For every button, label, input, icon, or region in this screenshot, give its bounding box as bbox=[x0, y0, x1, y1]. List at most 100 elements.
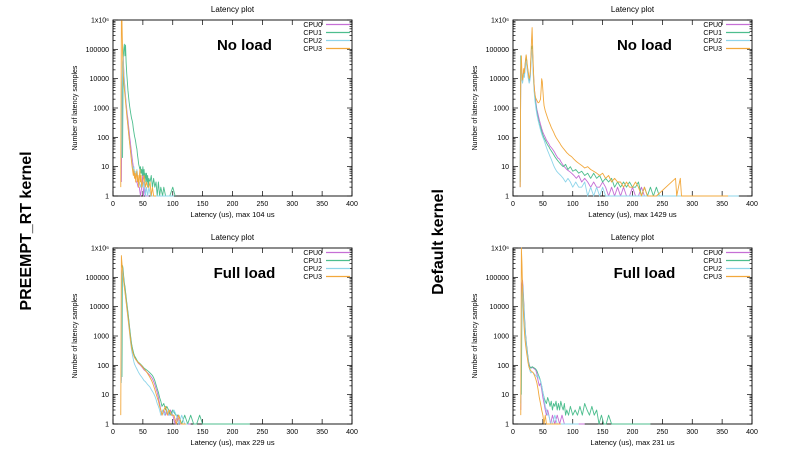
series-line-cpu2 bbox=[520, 285, 579, 425]
x-tick-label: 250 bbox=[257, 429, 269, 436]
x-tick-label: 0 bbox=[511, 201, 515, 208]
y-tick-label: 10 bbox=[501, 164, 509, 171]
y-tick-label: 1000 bbox=[93, 106, 109, 113]
x-tick-label: 400 bbox=[346, 201, 358, 208]
x-tick-label: 300 bbox=[686, 429, 698, 436]
x-tick-label: 300 bbox=[686, 201, 698, 208]
y-tick-label: 1x10⁶ bbox=[91, 246, 109, 253]
x-tick-label: 200 bbox=[227, 429, 239, 436]
x-tick-label: 100 bbox=[567, 429, 579, 436]
y-tick-label: 100 bbox=[97, 363, 109, 370]
x-tick-label: 200 bbox=[627, 429, 639, 436]
series-line-cpu2 bbox=[519, 48, 739, 197]
series-line-cpu3 bbox=[520, 247, 561, 425]
load-annotation: No load bbox=[617, 37, 672, 54]
legend-label-cpu0: CPU0 bbox=[303, 22, 322, 29]
series-line-cpu3 bbox=[519, 27, 729, 197]
chart-preempt-rt-no-load: 1 10 100 1000 10000 100000 1x10⁶ 0 50 100 150 200 25… bbox=[68, 2, 360, 222]
y-tick-label: 10000 bbox=[90, 304, 110, 311]
x-tick-label: 150 bbox=[197, 429, 209, 436]
x-tick-label: 150 bbox=[197, 201, 209, 208]
plot-svg-preempt-rt-no-load: 1 10 100 1000 10000 100000 1x10⁶ 0 50 100 150 200 25… bbox=[72, 5, 358, 219]
y-tick-label: 100000 bbox=[486, 47, 509, 54]
y-tick-label: 10000 bbox=[90, 76, 110, 83]
x-tick-label: 50 bbox=[539, 201, 547, 208]
y-tick-label: 100 bbox=[97, 135, 109, 142]
chart-default-no-load: 1 10 100 1000 10000 100000 1x10⁶ 0 50 100 150 200 25… bbox=[468, 2, 760, 222]
legend-label-cpu2: CPU2 bbox=[303, 38, 322, 45]
legend-label-cpu3: CPU3 bbox=[303, 274, 322, 281]
y-axis-label: Number of latency samples bbox=[472, 293, 479, 378]
row-label-default-kernel: Default kernel bbox=[430, 189, 447, 295]
legend-label-cpu1: CPU1 bbox=[703, 30, 722, 37]
x-tick-label: 0 bbox=[111, 429, 115, 436]
x-tick-label: 150 bbox=[597, 201, 609, 208]
x-tick-label: 200 bbox=[627, 201, 639, 208]
series-line-cpu0 bbox=[519, 46, 663, 197]
y-tick-label: 10 bbox=[101, 392, 109, 399]
plot-svg-default-no-load: 1 10 100 1000 10000 100000 1x10⁶ 0 50 100 150 200 25… bbox=[472, 5, 758, 219]
y-tick-label: 1 bbox=[105, 422, 109, 429]
chart-title: Latency plot bbox=[211, 5, 255, 14]
x-tick-label: 100 bbox=[567, 201, 579, 208]
row-label-preempt-rt-kernel: PREEMPT_RT kernel bbox=[18, 151, 35, 311]
y-tick-label: 1 bbox=[105, 194, 109, 201]
y-tick-label: 10 bbox=[501, 392, 509, 399]
plot-svg-preempt-rt-full-load: 1 10 100 1000 10000 100000 1x10⁶ 0 50 100 150 200 25… bbox=[72, 233, 358, 447]
series-line-cpu3 bbox=[120, 255, 186, 425]
x-tick-label: 50 bbox=[539, 429, 547, 436]
plot-svg-default-full-load: 1 10 100 1000 10000 100000 1x10⁶ 0 50 100 150 200 25… bbox=[472, 233, 758, 447]
y-tick-label: 1 bbox=[505, 194, 509, 201]
legend-label-cpu0: CPU0 bbox=[703, 250, 722, 257]
y-axis-label: Number of latency samples bbox=[72, 65, 79, 150]
legend-label-cpu3: CPU3 bbox=[703, 274, 722, 281]
legend-label-cpu1: CPU1 bbox=[703, 258, 722, 265]
x-tick-label: 350 bbox=[316, 201, 328, 208]
x-tick-label: 300 bbox=[286, 201, 298, 208]
axis-ticks bbox=[112, 247, 353, 425]
chart-title: Latency plot bbox=[211, 233, 255, 242]
y-axis-label: Number of latency samples bbox=[472, 65, 479, 150]
axis-ticks bbox=[112, 19, 353, 197]
chart-title: Latency plot bbox=[611, 233, 655, 242]
y-tick-label: 1 bbox=[505, 422, 509, 429]
series-line-cpu0 bbox=[520, 279, 585, 425]
x-tick-label: 350 bbox=[716, 201, 728, 208]
legend-label-cpu3: CPU3 bbox=[703, 46, 722, 53]
y-tick-label: 1x10⁶ bbox=[91, 18, 109, 25]
x-tick-label: 250 bbox=[657, 429, 669, 436]
x-tick-label: 50 bbox=[139, 429, 147, 436]
y-axis-label: Number of latency samples bbox=[72, 293, 79, 378]
legend-label-cpu2: CPU2 bbox=[703, 38, 722, 45]
legend-label-cpu3: CPU3 bbox=[303, 46, 322, 53]
x-tick-label: 400 bbox=[746, 201, 758, 208]
legend-label-cpu2: CPU2 bbox=[703, 266, 722, 273]
axis-ticks bbox=[512, 19, 753, 197]
x-tick-label: 0 bbox=[511, 429, 515, 436]
x-tick-label: 250 bbox=[257, 201, 269, 208]
load-annotation: No load bbox=[217, 37, 272, 54]
y-tick-label: 1x10⁶ bbox=[491, 18, 509, 25]
x-tick-label: 200 bbox=[227, 201, 239, 208]
y-tick-label: 1000 bbox=[493, 106, 509, 113]
y-tick-label: 100000 bbox=[86, 47, 109, 54]
series-line-cpu1 bbox=[121, 265, 250, 425]
y-tick-label: 100 bbox=[497, 363, 509, 370]
axis-ticks bbox=[512, 247, 753, 425]
load-annotation: Full load bbox=[614, 265, 676, 282]
x-axis-label: Latency (us), max 229 us bbox=[190, 438, 274, 447]
series-line-cpu3 bbox=[120, 20, 157, 197]
x-axis-label: Latency (us), max 104 us bbox=[190, 210, 274, 219]
legend-label-cpu0: CPU0 bbox=[303, 250, 322, 257]
x-axis-label: Latency (us), max 1429 us bbox=[588, 210, 677, 219]
chart-preempt-rt-full-load: 1 10 100 1000 10000 100000 1x10⁶ 0 50 100 150 200 25… bbox=[68, 230, 360, 450]
legend-label-cpu0: CPU0 bbox=[703, 22, 722, 29]
legend-label-cpu1: CPU1 bbox=[303, 258, 322, 265]
series-line-cpu1 bbox=[519, 45, 663, 197]
x-tick-label: 250 bbox=[657, 201, 669, 208]
series-line-cpu1 bbox=[122, 43, 176, 197]
x-tick-label: 100 bbox=[167, 429, 179, 436]
